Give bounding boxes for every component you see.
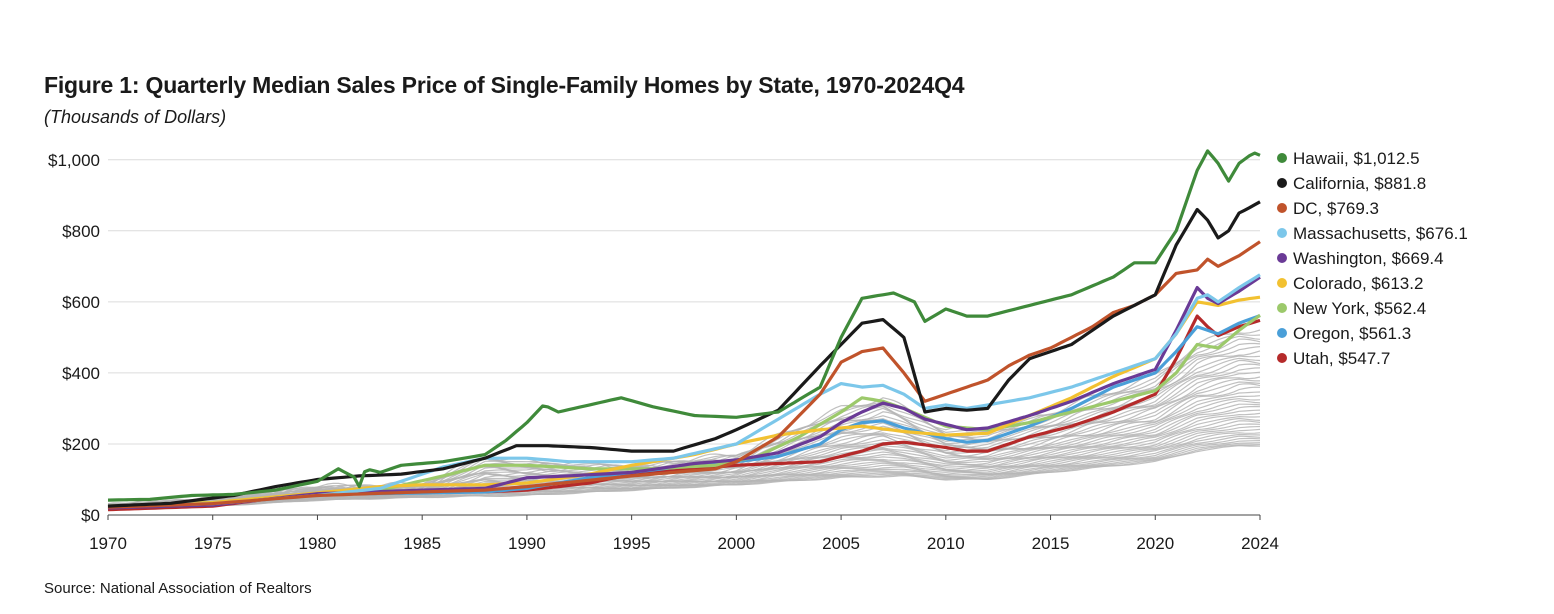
highlighted-series: [107, 149, 1261, 512]
y-tick-label: $800: [62, 222, 100, 241]
legend-marker-washington: [1277, 253, 1287, 263]
legend-label-utah: Utah, $547.7: [1293, 349, 1390, 368]
legend-label-colorado: Colorado, $613.2: [1293, 274, 1423, 293]
series-line-hawaii: [107, 149, 1261, 502]
series-line-california: [107, 200, 1261, 508]
x-tick-label: 2005: [822, 534, 860, 553]
x-tick-label: 1995: [613, 534, 651, 553]
legend-label-hawaii: Hawaii, $1,012.5: [1293, 149, 1420, 168]
y-tick-label: $200: [62, 435, 100, 454]
background-state-line: [108, 412, 1261, 510]
chart-title: Figure 1: Quarterly Median Sales Price o…: [44, 72, 965, 98]
background-state-line: [107, 425, 1261, 511]
legend-label-massachusetts: Massachusetts, $676.1: [1293, 224, 1468, 243]
x-tick-label: 1970: [89, 534, 127, 553]
y-tick-label: $400: [62, 364, 100, 383]
legend-label-washington: Washington, $669.4: [1293, 249, 1444, 268]
y-tick-label: $1,000: [48, 151, 100, 170]
x-tick-label: 1985: [403, 534, 441, 553]
legend-marker-dc: [1277, 203, 1287, 213]
legend-marker-california: [1277, 178, 1287, 188]
legend-marker-new-york: [1277, 303, 1287, 313]
x-tick-label: 2024: [1241, 534, 1279, 553]
x-tick-label: 2015: [1032, 534, 1070, 553]
chart-source: Source: National Association of Realtors: [44, 580, 312, 597]
x-tick-label: 2020: [1136, 534, 1174, 553]
x-tick-label: 2000: [717, 534, 755, 553]
x-tick-label: 1990: [508, 534, 546, 553]
legend-label-oregon: Oregon, $561.3: [1293, 324, 1411, 343]
legend-marker-colorado: [1277, 278, 1287, 288]
background-state-line: [107, 329, 1261, 509]
series-line-dc: [107, 240, 1261, 509]
legend-marker-oregon: [1277, 328, 1287, 338]
x-tick-label: 1980: [299, 534, 337, 553]
legend-marker-hawaii: [1277, 153, 1287, 163]
x-tick-label: 2010: [927, 534, 965, 553]
legend-label-new-york: New York, $562.4: [1293, 299, 1426, 318]
x-tick-label: 1975: [194, 534, 232, 553]
legend-marker-utah: [1277, 353, 1287, 363]
y-tick-label: $0: [81, 506, 100, 525]
legend-marker-massachusetts: [1277, 228, 1287, 238]
gridlines: [108, 159, 1260, 445]
y-axis: $0 $200 $400 $600 $800 $1,000: [48, 151, 100, 525]
background-state-line: [107, 428, 1261, 511]
x-axis: 1970 1975 1980 1985 1990 1995 2000 2005 2010 2015…: [89, 514, 1279, 553]
legend-label-dc: DC, $769.3: [1293, 199, 1379, 218]
legend-label-california: California, $881.8: [1293, 174, 1426, 193]
chart-subtitle: (Thousands of Dollars): [44, 107, 227, 127]
legend: Hawaii, $1,012.5 California, $881.8 DC, $7…: [1277, 149, 1468, 368]
y-tick-label: $600: [62, 293, 100, 312]
